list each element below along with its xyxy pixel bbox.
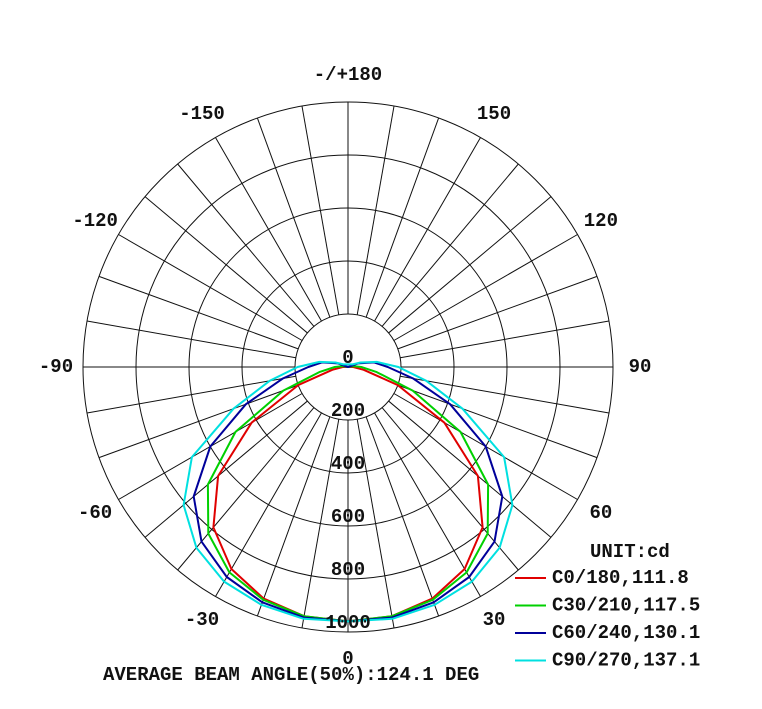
angle-tick-label: 90 xyxy=(629,356,652,378)
legend-label: C30/210,117.5 xyxy=(552,595,700,617)
legend-label: C60/240,130.1 xyxy=(552,622,700,644)
angle-tick-label: 150 xyxy=(477,103,511,125)
angle-tick-label: 120 xyxy=(584,210,618,232)
grid-spoke xyxy=(397,384,598,459)
grid-spoke xyxy=(301,419,340,629)
grid-spoke xyxy=(400,375,610,414)
angle-tick-label: -30 xyxy=(185,609,219,631)
legend-label: C90/270,137.1 xyxy=(552,650,700,672)
grid-spoke xyxy=(393,234,578,341)
r-tick-label: 0 xyxy=(342,347,353,369)
grid-spoke xyxy=(144,196,308,334)
grid-spoke xyxy=(215,137,322,322)
angle-tick-label: -150 xyxy=(179,103,225,125)
grid-spoke xyxy=(177,407,315,571)
unit-label: UNIT:cd xyxy=(590,541,670,563)
series-curve xyxy=(182,360,514,623)
angle-tick-label: -/+180 xyxy=(314,64,382,86)
grid-spoke xyxy=(98,275,299,350)
angle-tick-label: -90 xyxy=(39,356,73,378)
r-tick-label: 1000 xyxy=(325,612,371,634)
legend-label: C0/180,111.8 xyxy=(552,567,689,589)
r-tick-label: 600 xyxy=(331,506,365,528)
angle-tick-label: 0 xyxy=(342,648,353,670)
grid-spoke xyxy=(118,234,303,341)
grid-spoke xyxy=(374,412,481,597)
grid-spoke xyxy=(98,384,299,459)
grid xyxy=(82,101,614,633)
grid-spoke xyxy=(365,117,440,318)
grid-spoke xyxy=(177,163,315,327)
angle-tick-label: 60 xyxy=(589,502,612,524)
footer: AVERAGE BEAM ANGLE(50%):124.1 DEG xyxy=(103,664,479,686)
grid-spoke xyxy=(86,320,296,359)
grid-spoke xyxy=(388,400,552,538)
r-tick-label: 400 xyxy=(331,453,365,475)
grid-spoke xyxy=(381,163,519,327)
grid-spoke xyxy=(381,407,519,571)
grid-spoke xyxy=(215,412,322,597)
grid-spoke xyxy=(356,419,395,629)
curves xyxy=(182,360,514,623)
grid-spoke xyxy=(400,320,610,359)
angle-tick-label: -60 xyxy=(78,502,112,524)
grid-spoke xyxy=(374,137,481,322)
grid-spoke xyxy=(388,196,552,334)
angle-tick-label: 30 xyxy=(483,609,506,631)
labels: 0 200 400 600 800 1000 0 30 60 90 120 150 -/+180 -150… xyxy=(39,64,700,672)
grid-spoke xyxy=(365,416,440,617)
grid-spoke xyxy=(256,117,331,318)
r-tick-label: 200 xyxy=(331,400,365,422)
grid-spoke xyxy=(256,416,331,617)
grid-spoke xyxy=(356,105,395,315)
grid-spoke xyxy=(397,275,598,350)
r-tick-label: 800 xyxy=(331,559,365,581)
angle-tick-label: -120 xyxy=(72,210,118,232)
grid-spoke xyxy=(144,400,308,538)
grid-spoke xyxy=(86,375,296,414)
grid-spoke xyxy=(301,105,340,315)
